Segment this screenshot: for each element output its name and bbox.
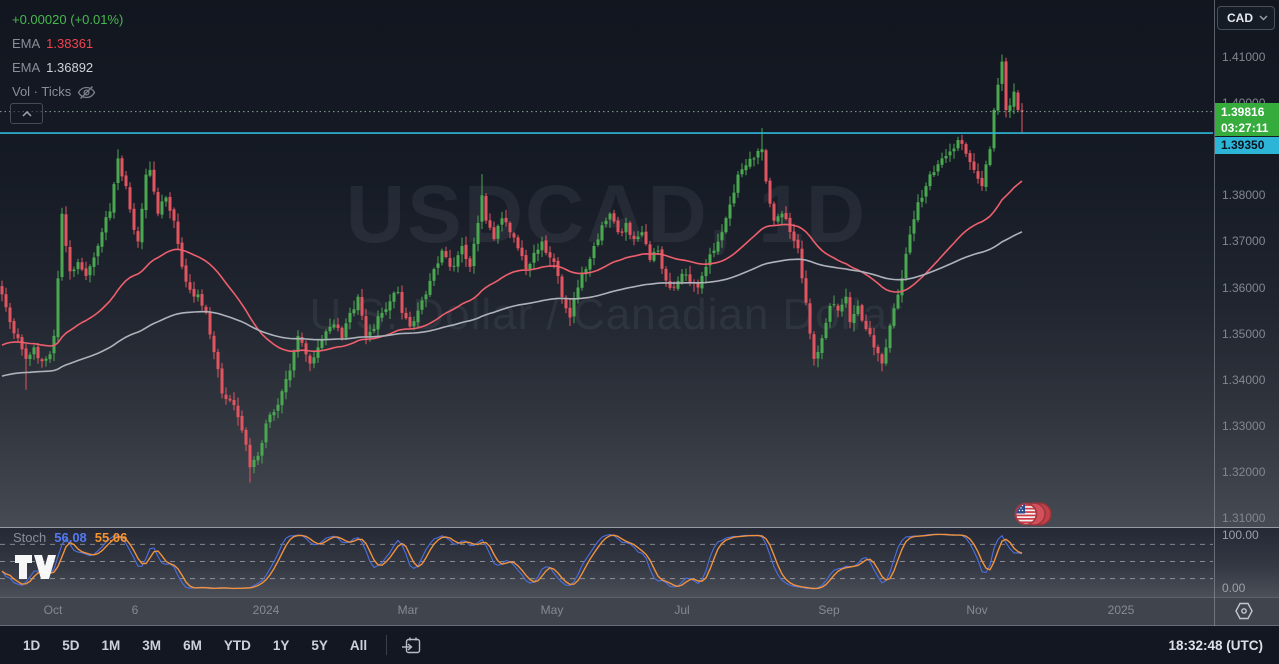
time-tick-2025: 2025: [1107, 603, 1135, 617]
collapse-pane-button[interactable]: [10, 103, 43, 124]
ema-slow-value: 1.36892: [46, 60, 94, 75]
chart-legend: +0.00020 (+0.01%) EMA 1.38361 EMA 1.3689…: [12, 8, 123, 104]
tradingview-logo-icon[interactable]: [12, 551, 56, 588]
utc-clock: 18:32:48 (UTC): [1168, 637, 1263, 653]
bottom-toolbar: 1D 5D 1M 3M 6M YTD 1Y 5Y All 18:32:48 (U…: [0, 626, 1279, 664]
time-tick-nov: Nov: [966, 603, 988, 617]
price-tick: 1.32000: [1222, 464, 1266, 479]
price-tick: 1.33000: [1222, 418, 1266, 433]
range-button-5d[interactable]: 5D: [53, 633, 88, 658]
ema-fast-value: 1.38361: [46, 36, 94, 51]
toolbar-divider: [386, 635, 388, 655]
stoch-k-value: 56.08: [54, 530, 87, 545]
time-tick-may: May: [540, 603, 564, 617]
time-tick-2024: 2024: [252, 603, 280, 617]
time-tick-oct: Oct: [43, 603, 63, 617]
currency-dropdown[interactable]: CAD: [1217, 6, 1275, 30]
price-tick: 1.36000: [1222, 280, 1266, 295]
calendar-arrow-icon: [402, 637, 421, 653]
visibility-off-icon[interactable]: [77, 85, 96, 100]
main-price-pane[interactable]: [0, 0, 1279, 527]
range-button-1d[interactable]: 1D: [14, 633, 49, 658]
range-button-3m[interactable]: 3M: [133, 633, 170, 658]
stoch-axis-100: 100.00: [1222, 528, 1259, 542]
bar-countdown: 03:27:11: [1221, 121, 1269, 135]
current-price-value: 1.39816: [1221, 105, 1265, 119]
axis-border: [1214, 0, 1215, 626]
time-tick-mar: Mar: [397, 603, 419, 617]
current-price-label: 1.39816 03:27:11: [1215, 103, 1279, 136]
economic-event-flag-icon[interactable]: [1012, 500, 1054, 533]
horizontal-line-price-value: 1.39350: [1221, 138, 1265, 152]
price-tick: 1.37000: [1222, 234, 1266, 249]
stochastic-legend[interactable]: Stoch 56.08 55.06: [13, 530, 127, 545]
volume-legend-row[interactable]: Vol · Ticks: [12, 80, 123, 104]
horizontal-line-price-label: 1.39350: [1215, 137, 1279, 154]
range-button-1y[interactable]: 1Y: [264, 633, 299, 658]
time-tick-6: 6: [131, 603, 139, 617]
chevron-up-icon: [21, 110, 32, 117]
stoch-d-value: 55.06: [94, 530, 128, 545]
volume-label: Vol · Ticks: [12, 84, 72, 99]
ema-fast-legend-row[interactable]: EMA 1.38361: [12, 32, 123, 56]
time-axis[interactable]: [0, 597, 1279, 626]
price-change-label: +0.00020 (+0.01%): [12, 12, 124, 27]
stoch-label: Stoch: [13, 530, 47, 545]
range-button-all[interactable]: All: [341, 633, 376, 658]
stoch-axis-0: 0.00: [1222, 581, 1246, 595]
range-button-5y[interactable]: 5Y: [302, 633, 337, 658]
price-tick: 1.38000: [1222, 188, 1266, 203]
price-tick: 1.31000: [1222, 511, 1266, 525]
ema-fast-label: EMA: [12, 36, 41, 51]
axis-settings-icon[interactable]: [1233, 600, 1255, 627]
price-tick: 1.41000: [1222, 50, 1266, 64]
chevron-down-icon: [1259, 15, 1268, 21]
price-tick: 1.35000: [1222, 326, 1266, 341]
currency-dropdown-label: CAD: [1227, 11, 1253, 25]
range-button-1m[interactable]: 1M: [93, 633, 130, 658]
price-axis[interactable]: CAD 1.410001.400001.390001.380001.370001…: [1215, 0, 1279, 626]
range-button-6m[interactable]: 6M: [174, 633, 211, 658]
range-button-ytd[interactable]: YTD: [215, 633, 260, 658]
ema-slow-legend-row[interactable]: EMA 1.36892: [12, 56, 123, 80]
stochastic-pane[interactable]: [0, 527, 1279, 597]
time-tick-sep: Sep: [818, 603, 840, 617]
go-to-date-button[interactable]: [397, 632, 426, 659]
chart-canvas[interactable]: [0, 0, 1279, 626]
time-tick-jul: Jul: [674, 603, 690, 617]
ema-slow-label: EMA: [12, 60, 41, 75]
price-tick: 1.34000: [1222, 372, 1266, 387]
